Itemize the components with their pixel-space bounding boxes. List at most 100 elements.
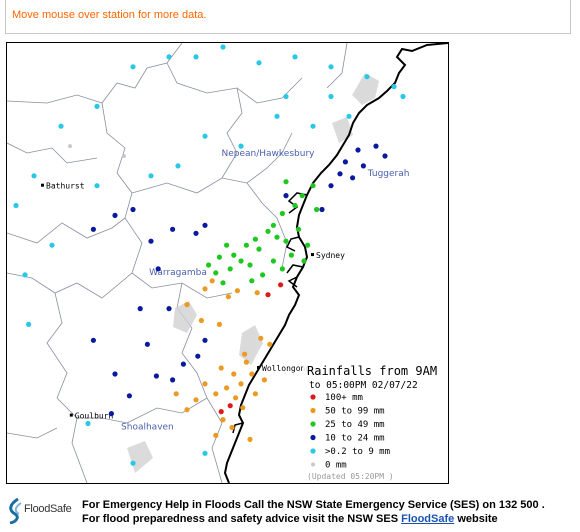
rain-station[interactable]	[224, 385, 230, 391]
rain-station[interactable]	[283, 93, 289, 100]
rain-station[interactable]	[391, 84, 397, 90]
rain-station[interactable]	[202, 337, 208, 343]
rain-station[interactable]	[234, 288, 240, 294]
rain-station[interactable]	[170, 377, 176, 383]
rain-station[interactable]	[31, 173, 37, 179]
rain-station[interactable]	[193, 230, 199, 236]
rain-station[interactable]	[238, 381, 244, 387]
rain-station[interactable]	[373, 143, 379, 149]
rain-station[interactable]	[184, 302, 190, 308]
rain-station[interactable]	[175, 163, 181, 169]
rain-station[interactable]	[184, 407, 190, 413]
rain-station[interactable]	[195, 353, 201, 359]
rain-station[interactable]	[355, 147, 361, 153]
rain-station[interactable]	[224, 242, 230, 248]
rain-station[interactable]	[360, 163, 366, 169]
rain-station[interactable]	[173, 391, 179, 397]
rain-station[interactable]	[328, 64, 334, 70]
rain-station[interactable]	[130, 460, 136, 466]
rain-station[interactable]	[112, 371, 118, 377]
rain-station[interactable]	[364, 74, 370, 80]
rain-station[interactable]	[279, 266, 285, 272]
rain-station[interactable]	[144, 341, 150, 347]
rain-station[interactable]	[260, 272, 266, 278]
rain-station[interactable]	[265, 292, 271, 298]
rain-station[interactable]	[193, 397, 199, 403]
rain-station[interactable]	[225, 294, 231, 300]
rain-station[interactable]	[305, 242, 311, 248]
rain-station[interactable]	[261, 377, 267, 383]
rain-station[interactable]	[310, 183, 316, 189]
rain-station[interactable]	[292, 54, 298, 60]
rain-station[interactable]	[240, 405, 246, 411]
rain-station[interactable]	[220, 280, 226, 286]
rain-station[interactable]	[242, 351, 248, 357]
rain-station[interactable]	[130, 64, 136, 70]
rain-station[interactable]	[278, 282, 284, 288]
rain-station[interactable]	[213, 432, 219, 438]
rain-station[interactable]	[267, 341, 273, 347]
rain-station[interactable]	[202, 450, 208, 456]
rain-station[interactable]	[233, 395, 239, 401]
rain-station[interactable]	[292, 202, 298, 209]
rain-station[interactable]	[249, 371, 255, 377]
rain-station[interactable]	[216, 321, 222, 327]
rain-station[interactable]	[243, 242, 249, 248]
rain-station[interactable]	[314, 206, 320, 213]
rain-station[interactable]	[229, 424, 235, 431]
rain-station[interactable]	[249, 278, 255, 284]
rain-station[interactable]	[213, 391, 219, 397]
rain-station[interactable]	[283, 238, 289, 244]
rain-station[interactable]	[337, 171, 343, 177]
floodsafe-website-link[interactable]: FloodSafe	[401, 513, 455, 525]
rain-station[interactable]	[310, 123, 316, 129]
rain-station[interactable]	[238, 258, 244, 264]
rain-station[interactable]	[328, 93, 334, 100]
rain-station[interactable]	[68, 144, 72, 149]
rain-station[interactable]	[270, 222, 276, 228]
rain-station[interactable]	[26, 321, 32, 327]
rain-station[interactable]	[400, 93, 406, 100]
rain-station[interactable]	[238, 143, 244, 149]
rain-station[interactable]	[126, 393, 132, 399]
rain-station[interactable]	[382, 153, 388, 159]
rain-station[interactable]	[346, 113, 352, 119]
rain-station[interactable]	[227, 266, 233, 272]
rain-station[interactable]	[193, 54, 199, 60]
rain-station[interactable]	[22, 272, 28, 278]
rain-station[interactable]	[350, 175, 356, 181]
rain-station[interactable]	[155, 266, 161, 272]
rain-station[interactable]	[216, 254, 222, 260]
rain-station[interactable]	[296, 226, 302, 232]
rain-station[interactable]	[220, 417, 226, 423]
rain-station[interactable]	[13, 202, 19, 209]
rain-station[interactable]	[220, 44, 226, 50]
rain-station[interactable]	[274, 113, 280, 119]
rain-station[interactable]	[256, 60, 262, 66]
rain-station[interactable]	[247, 436, 253, 442]
rainfall-map[interactable]: Nepean/Hawkesbury Tuggerah Warragamba Shoal…	[6, 42, 449, 484]
rain-station[interactable]	[166, 54, 172, 60]
rain-station[interactable]	[170, 226, 176, 232]
rain-station[interactable]	[130, 206, 136, 213]
rain-station[interactable]	[288, 252, 294, 258]
rain-station[interactable]	[209, 278, 215, 284]
rain-station[interactable]	[202, 381, 208, 387]
rain-station[interactable]	[58, 123, 64, 129]
rain-station[interactable]	[319, 206, 325, 213]
rain-station[interactable]	[231, 371, 237, 377]
rain-station[interactable]	[206, 262, 212, 268]
rain-station[interactable]	[166, 306, 172, 312]
rain-station[interactable]	[283, 179, 289, 185]
rain-station[interactable]	[202, 222, 208, 228]
rain-station[interactable]	[279, 210, 285, 217]
rain-station[interactable]	[252, 391, 258, 397]
rain-station[interactable]	[258, 335, 264, 341]
rain-station[interactable]	[148, 238, 154, 244]
rain-station[interactable]	[342, 159, 348, 165]
rain-station[interactable]	[254, 290, 260, 296]
rain-station[interactable]	[153, 373, 159, 379]
rain-station[interactable]	[122, 154, 126, 158]
rain-station[interactable]	[328, 183, 334, 189]
rain-station[interactable]	[256, 246, 262, 252]
